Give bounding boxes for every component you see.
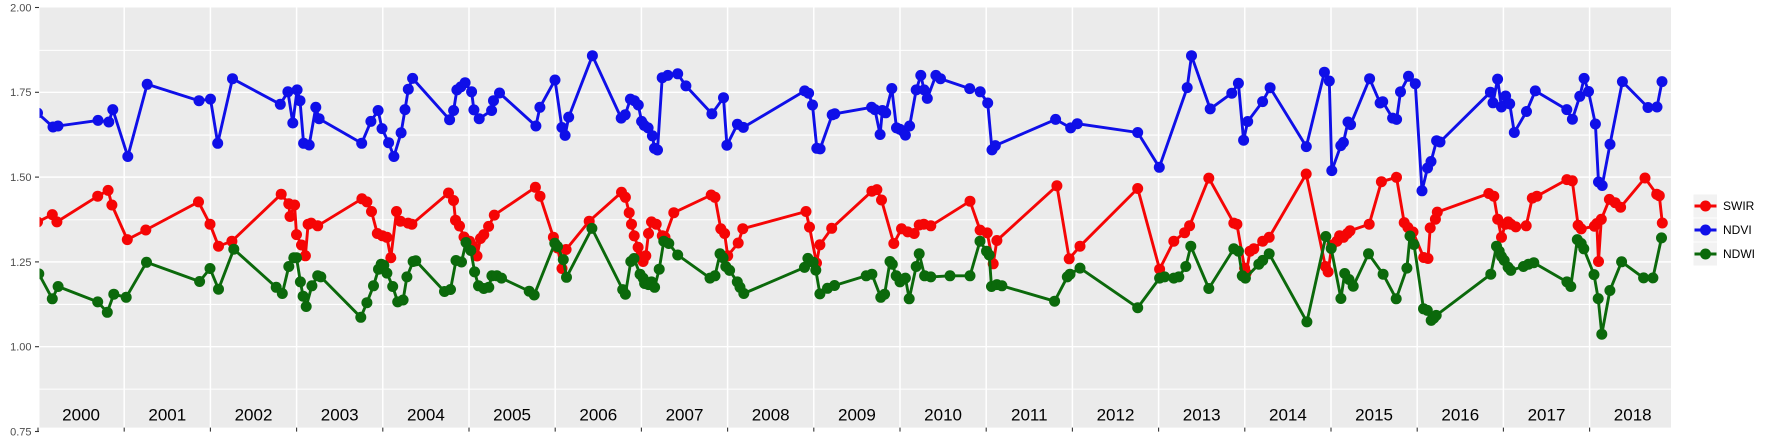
- svg-text:2016: 2016: [1441, 406, 1479, 425]
- svg-text:2.00: 2.00: [10, 2, 31, 14]
- svg-text:2010: 2010: [924, 406, 962, 425]
- svg-text:2001: 2001: [148, 406, 186, 425]
- svg-text:1.00: 1.00: [10, 342, 31, 354]
- svg-text:2005: 2005: [493, 406, 531, 425]
- svg-text:2003: 2003: [321, 406, 359, 425]
- svg-text:NDWI: NDWI: [1723, 247, 1755, 261]
- svg-text:2002: 2002: [235, 406, 273, 425]
- svg-text:1.50: 1.50: [10, 172, 31, 184]
- svg-text:2006: 2006: [579, 406, 617, 425]
- svg-text:2012: 2012: [1097, 406, 1135, 425]
- svg-text:SWIR: SWIR: [1723, 199, 1755, 213]
- svg-text:2000: 2000: [62, 406, 100, 425]
- svg-text:2011: 2011: [1011, 406, 1048, 425]
- svg-text:2015: 2015: [1355, 406, 1393, 425]
- svg-text:2004: 2004: [407, 406, 445, 425]
- svg-text:2014: 2014: [1269, 406, 1307, 425]
- svg-text:2008: 2008: [752, 406, 790, 425]
- svg-text:NDVI: NDVI: [1723, 223, 1752, 237]
- svg-text:1.25: 1.25: [10, 257, 31, 269]
- svg-text:0.75: 0.75: [10, 426, 31, 438]
- svg-text:2007: 2007: [666, 406, 704, 425]
- svg-text:2009: 2009: [838, 406, 876, 425]
- svg-text:1.75: 1.75: [10, 87, 31, 99]
- svg-text:2013: 2013: [1183, 406, 1221, 425]
- svg-text:2018: 2018: [1614, 406, 1652, 425]
- svg-text:2017: 2017: [1528, 406, 1566, 425]
